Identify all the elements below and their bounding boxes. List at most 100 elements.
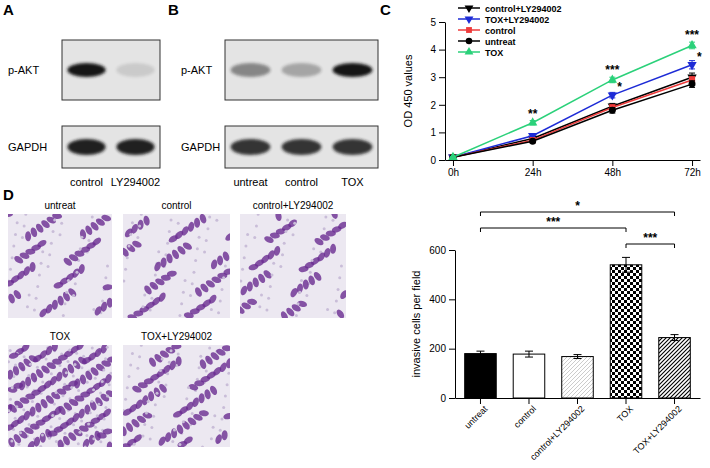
tick: 0h	[448, 160, 459, 178]
cell	[8, 279, 15, 288]
pore	[108, 383, 111, 386]
pore	[136, 367, 139, 370]
cell	[148, 391, 155, 401]
pore	[48, 253, 51, 256]
pore	[90, 400, 93, 403]
pore	[333, 311, 336, 314]
pore	[104, 357, 107, 360]
pore	[279, 265, 282, 268]
series-line	[453, 80, 692, 157]
pore	[27, 374, 30, 377]
pore	[52, 230, 55, 233]
cell	[131, 384, 143, 394]
pore	[156, 392, 159, 395]
pore	[297, 302, 300, 305]
pore	[92, 388, 95, 391]
bar	[513, 354, 545, 398]
pore	[109, 372, 112, 375]
cell	[93, 305, 103, 317]
tick: 24h	[525, 160, 542, 178]
cell	[240, 285, 248, 296]
pore	[41, 434, 44, 437]
pore	[178, 443, 181, 446]
pore	[67, 279, 70, 282]
blot-lane-label: LY294002	[111, 176, 160, 188]
cell	[12, 365, 20, 376]
micrograph	[8, 345, 112, 447]
blot-band	[333, 63, 373, 77]
figure: ABCDp-AKTGAPDHcontrolLY294002p-AKTGAPDHu…	[0, 0, 710, 468]
pore	[73, 363, 76, 366]
legend-label: untreat	[485, 37, 516, 47]
pore	[246, 233, 249, 236]
pore	[191, 412, 194, 415]
pore	[50, 425, 53, 428]
pore	[241, 268, 244, 271]
micrograph-background	[123, 345, 230, 447]
pore	[215, 219, 218, 222]
tick-mark	[449, 398, 455, 399]
blot-lane-label: TOX	[341, 176, 364, 188]
pore	[222, 276, 225, 279]
pore	[161, 358, 164, 361]
pore	[62, 314, 65, 317]
pore	[23, 355, 26, 358]
pore	[206, 227, 209, 230]
tick: 400	[429, 294, 455, 305]
blot-band	[67, 139, 105, 155]
pore	[159, 369, 162, 372]
pore	[36, 285, 39, 288]
tick: 5	[430, 17, 445, 28]
pore	[331, 219, 334, 222]
tick-label: TOX+LY294002	[631, 404, 683, 456]
pore	[65, 371, 68, 374]
axis: 012345	[430, 17, 445, 166]
tick-label: untreat	[463, 403, 490, 430]
pore	[65, 291, 68, 294]
tick-label: 3	[430, 72, 436, 83]
bar	[562, 357, 594, 398]
pore	[310, 259, 313, 262]
pore	[170, 349, 173, 352]
cell	[172, 409, 184, 418]
pore	[143, 423, 146, 426]
legend-marker	[466, 27, 472, 33]
pore	[154, 273, 157, 276]
axis-title: invasive cells per field	[410, 271, 422, 378]
cell	[177, 440, 188, 447]
plot-area	[465, 257, 691, 398]
significance-label: **	[528, 107, 538, 121]
pore	[338, 276, 341, 279]
tick-mark	[439, 160, 445, 161]
pore	[240, 279, 242, 282]
tick-mark	[533, 160, 534, 166]
cell	[275, 214, 283, 222]
tick: TOX+LY294002	[631, 398, 683, 456]
tick-mark	[439, 22, 445, 23]
pore	[15, 405, 18, 408]
cell	[123, 443, 131, 447]
significance-label: ***	[643, 231, 657, 245]
cell	[289, 287, 299, 299]
cell	[143, 215, 151, 226]
pore	[154, 403, 157, 406]
pore	[47, 265, 50, 268]
cell	[89, 435, 96, 445]
pore	[14, 363, 17, 366]
pore	[58, 417, 61, 420]
bar	[659, 338, 691, 398]
pore	[55, 440, 58, 443]
tick: 1	[430, 127, 445, 138]
panel-label: C	[380, 1, 391, 18]
pore	[80, 236, 83, 239]
pore	[253, 236, 256, 239]
pore	[127, 375, 130, 378]
cell	[298, 266, 309, 273]
tick-label: 5	[430, 17, 436, 28]
tick-mark	[439, 50, 445, 51]
tick-label: 0	[440, 393, 446, 404]
tick-label: 48h	[605, 167, 622, 178]
cell	[62, 256, 73, 267]
cell	[8, 293, 16, 304]
pore	[129, 233, 132, 236]
